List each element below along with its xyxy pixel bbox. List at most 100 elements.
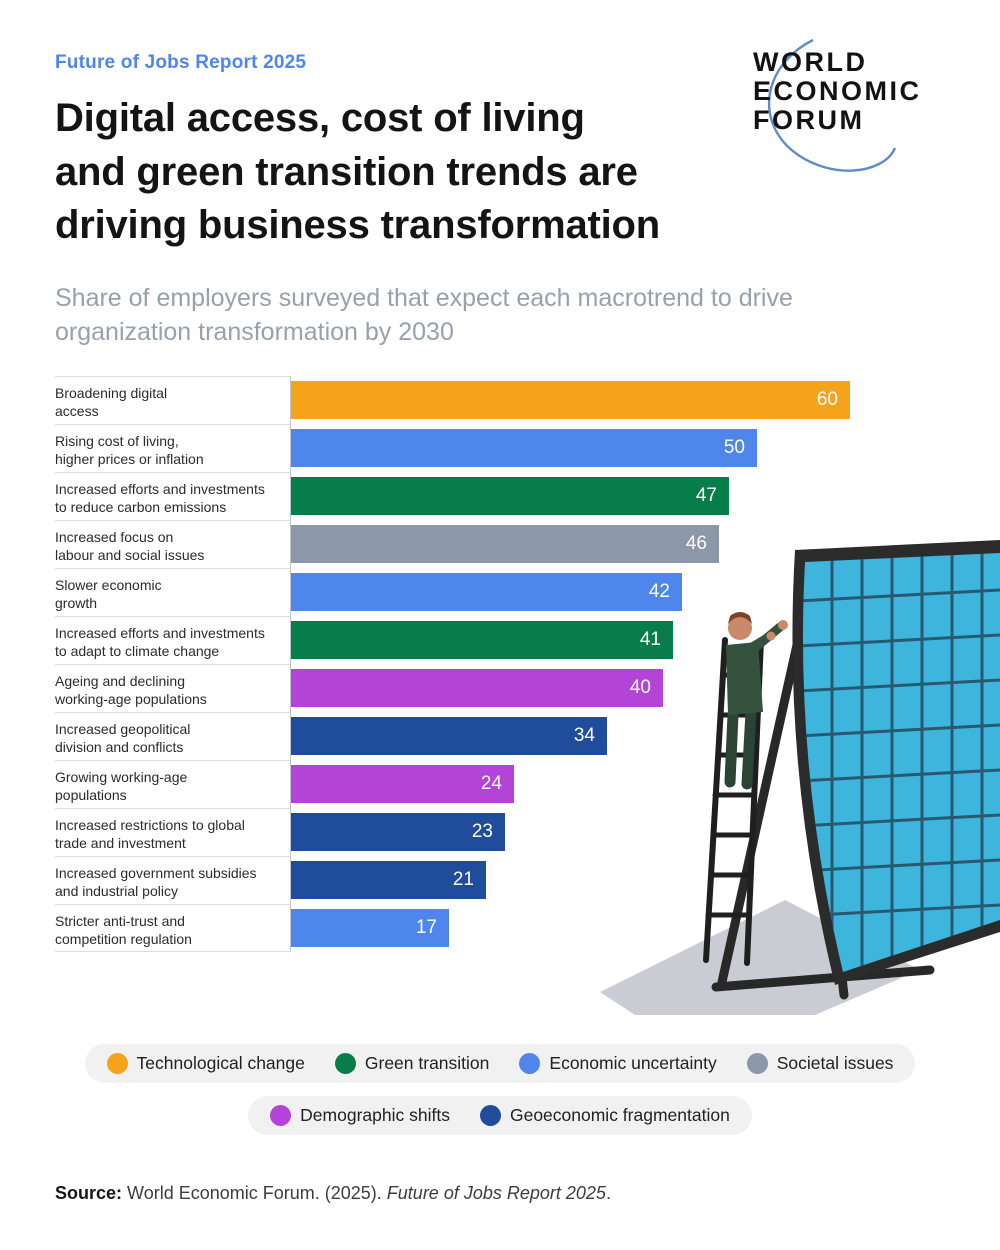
legend-label: Green transition (364, 1052, 490, 1073)
legend-label: Demographic shifts (300, 1104, 450, 1125)
bar-track: 46 (290, 520, 960, 568)
legend-dot-icon (106, 1052, 128, 1074)
chart-row: Increased focus on labour and social iss… (55, 519, 960, 568)
bar-geoeconomic_fragmentation: 21 (290, 860, 486, 899)
bar-economic_uncertainty: 17 (290, 908, 449, 947)
chart-row: Increased government subsidies and indus… (55, 855, 960, 904)
category-label: Increased restrictions to global trade a… (55, 807, 290, 856)
bar-demographic_shifts: 40 (290, 668, 663, 707)
wef-logo-line-2: ECONOMIC (753, 76, 922, 107)
bar-value-label: 42 (648, 580, 670, 602)
bar-economic_uncertainty: 42 (290, 572, 682, 611)
bar-track: 34 (290, 712, 960, 760)
bar-track: 40 (290, 664, 960, 712)
legend-item-geoeconomic_fragmentation: Geoeconomic fragmentation (479, 1104, 730, 1126)
category-label: Broadening digital access (55, 375, 290, 424)
bar-track: 60 (290, 376, 960, 424)
source-label: Source: (55, 1182, 123, 1203)
bar-track: 41 (290, 616, 960, 664)
wef-logo-line-3: FORUM (753, 105, 865, 136)
legend-label: Geoeconomic fragmentation (509, 1104, 730, 1125)
bar-technological_change: 60 (290, 380, 850, 419)
bar-value-label: 23 (471, 820, 493, 842)
bar-track: 24 (290, 760, 960, 808)
chart-row: Increased restrictions to global trade a… (55, 807, 960, 856)
legend-item-technological_change: Technological change (106, 1052, 305, 1074)
chart-row: Stricter anti-trust and competition regu… (55, 903, 960, 952)
bar-value-label: 21 (452, 868, 474, 890)
chart-baseline-axis (290, 375, 291, 952)
bar-track: 47 (290, 472, 960, 520)
legend-row-1: Technological change Green transition Econ… (84, 1043, 916, 1083)
bar-economic_uncertainty: 50 (290, 428, 757, 467)
chart-legend: Technological change Green transition Econ… (0, 1043, 1000, 1135)
category-label: Slower economic growth (55, 567, 290, 616)
legend-item-economic_uncertainty: Economic uncertainty (519, 1052, 717, 1074)
bar-track: 17 (290, 904, 960, 952)
bar-value-label: 60 (816, 388, 838, 410)
legend-dot-icon (334, 1052, 356, 1074)
bar-value-label: 46 (685, 532, 707, 554)
source-line: Source: World Economic Forum. (2025). Fu… (55, 1183, 1000, 1204)
category-label: Increased efforts and investments to red… (55, 471, 290, 520)
wef-logo: WORLD ECONOMIC FORUM (753, 38, 948, 172)
category-label: Stricter anti-trust and competition regu… (55, 903, 290, 952)
bar-track: 42 (290, 568, 960, 616)
legend-row-2: Demographic shifts Geoeconomic fragmentat… (248, 1095, 752, 1135)
category-label: Rising cost of living, higher prices or … (55, 423, 290, 472)
legend-label: Societal issues (776, 1052, 894, 1073)
bar-green_transition: 47 (290, 476, 729, 515)
legend-dot-icon (479, 1104, 501, 1126)
chart-row: Increased efforts and investments to red… (55, 471, 960, 520)
bar-green_transition: 41 (290, 620, 673, 659)
bar-geoeconomic_fragmentation: 23 (290, 812, 505, 851)
bar-chart: Broadening digital access 60 Rising cost o… (55, 375, 960, 952)
page-title: Digital access, cost of living and green… (55, 96, 661, 248)
wef-swoosh-icon (767, 38, 897, 172)
chart-row: Ageing and declining working-age populat… (55, 663, 960, 712)
bar-track: 21 (290, 856, 960, 904)
source-text: World Economic Forum. (2025). (122, 1182, 387, 1203)
header: Future of Jobs Report 2025 Digital acces… (0, 0, 1000, 350)
bar-value-label: 17 (415, 916, 437, 938)
legend-dot-icon (746, 1052, 768, 1074)
chart-rows: Broadening digital access 60 Rising cost o… (55, 375, 960, 952)
bar-value-label: 47 (695, 484, 717, 506)
legend-label: Technological change (136, 1052, 305, 1073)
category-label: Ageing and declining working-age populat… (55, 663, 290, 712)
category-label: Increased focus on labour and social iss… (55, 519, 290, 568)
bar-track: 23 (290, 808, 960, 856)
wef-logo-text: WORLD ECONOMIC FORUM (753, 47, 948, 136)
bar-societal_issues: 46 (290, 524, 719, 563)
report-eyebrow: Future of Jobs Report 2025 (55, 52, 307, 73)
bar-value-label: 34 (573, 724, 595, 746)
legend-label: Economic uncertainty (549, 1052, 717, 1073)
legend-item-green_transition: Green transition (334, 1052, 490, 1074)
legend-dot-icon (519, 1052, 541, 1074)
bar-geoeconomic_fragmentation: 34 (290, 716, 607, 755)
legend-item-societal_issues: Societal issues (746, 1052, 894, 1074)
chart-row: Growing working-age populations 24 (55, 759, 960, 808)
legend-item-demographic_shifts: Demographic shifts (270, 1104, 450, 1126)
category-label: Increased geopolitical division and conf… (55, 711, 290, 760)
bar-value-label: 50 (723, 436, 745, 458)
bar-value-label: 24 (480, 772, 502, 794)
chart-row: Broadening digital access 60 (55, 375, 960, 424)
bar-value-label: 41 (639, 628, 661, 650)
chart-row: Slower economic growth 42 (55, 567, 960, 616)
chart-row: Increased efforts and investments to ada… (55, 615, 960, 664)
chart-row: Increased geopolitical division and conf… (55, 711, 960, 760)
legend-dot-icon (270, 1104, 292, 1126)
category-label: Increased government subsidies and indus… (55, 855, 290, 904)
wef-logo-line-1: WORLD (753, 47, 868, 77)
bar-demographic_shifts: 24 (290, 764, 514, 803)
bar-track: 50 (290, 424, 960, 472)
source-suffix: . (605, 1182, 611, 1203)
category-label: Growing working-age populations (55, 759, 290, 808)
chart-subtitle: Share of employers surveyed that expect … (55, 283, 793, 347)
bar-value-label: 40 (629, 676, 651, 698)
category-label: Increased efforts and investments to ada… (55, 615, 290, 664)
source-report-title: Future of Jobs Report 2025 (386, 1182, 606, 1203)
chart-row: Rising cost of living, higher prices or … (55, 423, 960, 472)
